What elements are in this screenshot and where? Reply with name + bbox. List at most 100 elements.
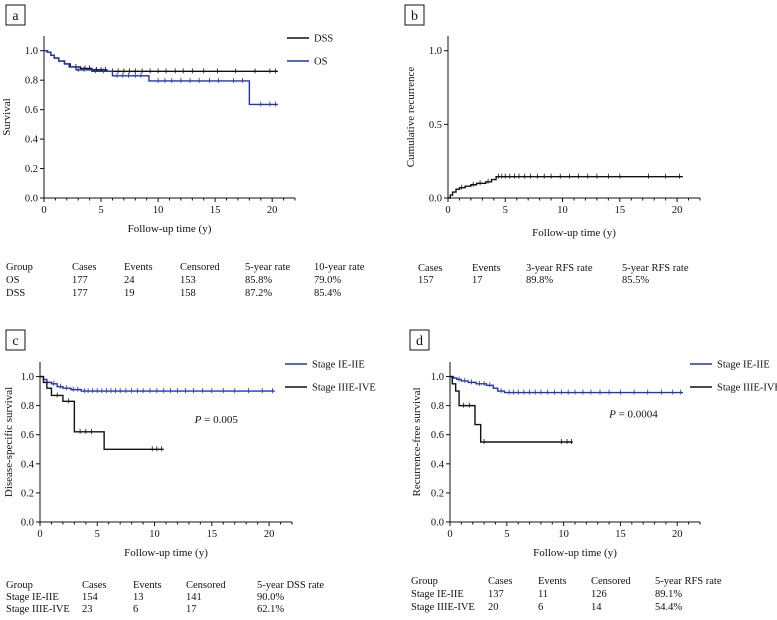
y-tick-label: 0.2 (431, 488, 444, 499)
y-tick-label: 0.8 (21, 401, 34, 412)
table-cell: 85.5% (622, 275, 649, 286)
table-cell: 54.4% (655, 602, 682, 613)
table-header-cell: 5-year RFS rate (655, 576, 722, 587)
series-line-dss (44, 50, 278, 73)
y-tick-label: 1.0 (431, 372, 444, 383)
p-value-text: = 0.0004 (616, 408, 658, 420)
y-axis-label: Recurrence-free survival (411, 387, 423, 496)
panel-b: b 0.0 0.5 1.0 0 5 10 15 20 Follow-up time (y) Cumu… (404, 4, 701, 286)
table-header-cell: 5-year RFS rate (622, 263, 689, 274)
table-cell: 23 (82, 604, 93, 615)
table-header-cell: 3-year RFS rate (526, 263, 593, 274)
table-cell: 79.0% (314, 275, 341, 286)
x-tick-label: 15 (207, 529, 218, 540)
table-header-cell: Events (124, 262, 153, 273)
y-tick-label: 0.4 (25, 135, 39, 146)
y-tick-label: 0.4 (21, 459, 35, 470)
x-tick-label: 15 (615, 205, 626, 216)
table-cell: 19 (124, 288, 135, 299)
series-line-os (44, 50, 278, 106)
x-tick-label: 0 (37, 529, 42, 540)
table-cell: Stage IE-IIE (411, 589, 464, 600)
table-cell: 126 (591, 589, 607, 600)
y-tick-label: 1.0 (21, 372, 34, 383)
x-tick-label: 10 (558, 529, 569, 540)
table-header-cell: Group (6, 580, 33, 591)
table-cell: 17 (472, 275, 483, 286)
x-tick-label: 5 (98, 205, 103, 216)
x-tick-label: 10 (153, 205, 164, 216)
panel-label: c (12, 334, 18, 349)
series-line-stage-iiie-ive (40, 375, 164, 450)
y-tick-label: 0.4 (431, 459, 445, 470)
table-cell: 6 (133, 604, 138, 615)
table-cell: 14 (591, 602, 602, 613)
table-cell: Stage IIIE-IVE (411, 602, 475, 613)
p-value-annotation: P = 0.005 (194, 414, 239, 426)
y-tick-label: 0.0 (21, 518, 34, 529)
table-cell: 6 (538, 602, 543, 613)
panel-d: d 0.0 0.2 0.4 0.6 0.8 1.0 0 5 10 15 20 Follow-up tim… (409, 329, 777, 613)
panel-label: d (416, 334, 423, 349)
table-header-cell: Cases (72, 262, 97, 273)
x-axis-label: Follow-up time (y) (533, 547, 617, 559)
table-cell: 62.1% (257, 604, 284, 615)
table-cell: Stage IIIE-IVE (6, 604, 70, 615)
y-tick-label: 0.0 (25, 194, 38, 205)
y-tick-label: 0.2 (25, 164, 38, 175)
table-header-cell: Events (472, 263, 501, 274)
table-cell: DSS (6, 288, 25, 299)
x-tick-label: 20 (672, 205, 683, 216)
table-header-cell: Cases (488, 576, 513, 587)
y-tick-label: 0.6 (431, 430, 444, 441)
table-cell: OS (6, 275, 20, 286)
x-tick-label: 5 (503, 205, 508, 216)
p-value-annotation: P = 0.0004 (608, 408, 658, 420)
series-line-stage-ie-iie (450, 375, 683, 394)
y-tick-label: 0.2 (21, 488, 34, 499)
x-tick-label: 15 (615, 529, 626, 540)
panel-a: a 0.0 0.2 0.4 0.6 0.8 1.0 0 5 10 15 20 Follow-up tim… (1, 4, 365, 299)
y-tick-label: 0.0 (431, 518, 444, 529)
table-header-cell: Cases (82, 580, 107, 591)
x-tick-label: 0 (447, 529, 452, 540)
table-cell: 17 (186, 604, 197, 615)
legend-label: Stage IIIE-IVE (312, 383, 376, 394)
table-header-cell: Events (133, 580, 162, 591)
y-tick-label: 0.0 (429, 194, 442, 205)
table-cell: 85.4% (314, 288, 341, 299)
table-cell: 20 (488, 602, 499, 613)
y-tick-label: 1.0 (429, 46, 442, 57)
p-value-text: = 0.005 (201, 414, 238, 426)
panel-label: a (12, 9, 19, 24)
y-tick-label: 0.5 (429, 120, 442, 131)
table-cell: 24 (124, 275, 135, 286)
table-header-cell: Censored (591, 576, 631, 587)
y-tick-label: 0.6 (25, 105, 38, 116)
table-header-cell: 5-year rate (245, 262, 291, 273)
x-tick-label: 20 (267, 205, 278, 216)
table-header-cell: Censored (186, 580, 226, 591)
table-cell: 89.8% (526, 275, 553, 286)
y-axis-label: Survival (1, 98, 13, 135)
legend-label: Stage IIIE-IVE (717, 383, 777, 394)
y-tick-label: 0.8 (25, 76, 38, 87)
table-cell: 177 (72, 275, 88, 286)
table-cell: 87.2% (245, 288, 272, 299)
x-tick-label: 15 (210, 205, 221, 216)
table-header-cell: 10-year rate (314, 262, 365, 273)
table-cell: 13 (133, 592, 144, 603)
table-header-cell: 5-year DSS rate (257, 580, 324, 591)
x-tick-label: 5 (95, 529, 100, 540)
panel-label-box (409, 329, 430, 351)
panel-label-box (404, 4, 425, 26)
legend-label: DSS (314, 34, 333, 45)
x-tick-label: 20 (264, 529, 275, 540)
table-cell: 177 (72, 288, 88, 299)
table-cell: 90.0% (257, 592, 284, 603)
p-value-symbol: P (608, 408, 616, 420)
x-axis-label: Follow-up time (y) (128, 223, 212, 235)
table-cell: 137 (488, 589, 504, 600)
table-cell: 11 (538, 589, 548, 600)
legend-label: OS (314, 57, 328, 68)
